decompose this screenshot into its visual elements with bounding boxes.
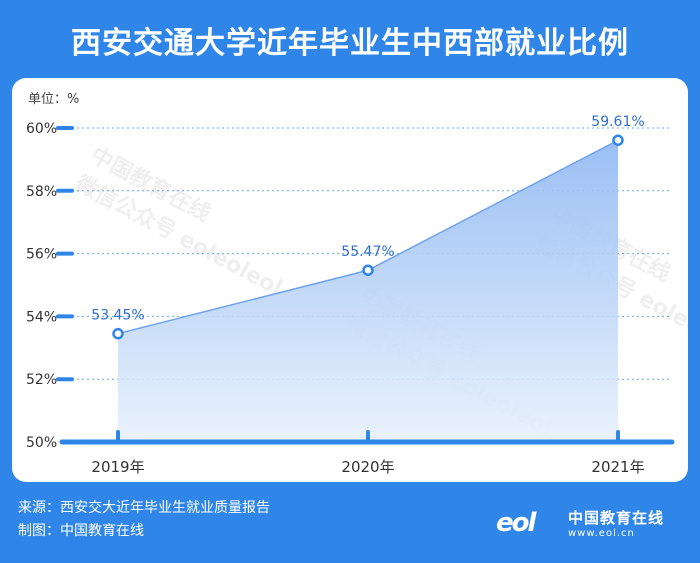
x-tick-label: 2021年 [591, 458, 644, 476]
data-point [612, 134, 624, 146]
y-tick-label: 50% [26, 435, 57, 451]
logo-url: www.eol.cn [568, 528, 635, 539]
y-tick-label: 52% [26, 372, 57, 388]
y-tick-label: 56% [26, 247, 57, 263]
data-label: 55.47% [341, 244, 394, 260]
data-point [362, 264, 374, 276]
data-label: 59.61% [591, 114, 644, 130]
y-tick-label: 60% [26, 121, 57, 137]
y-tick-label: 58% [26, 184, 57, 200]
logo-name: 中国教育在线 [568, 509, 665, 527]
chart-title: 西安交通大学近年毕业生中西部就业比例 [71, 26, 629, 61]
eol-logo: eol 中国教育在线 www.eol.cn [496, 500, 686, 546]
x-tick-label: 2019年 [91, 458, 144, 476]
area-fill [118, 140, 618, 442]
data-point [112, 327, 124, 340]
logo-mark: eol [496, 508, 536, 538]
chart-card: 中国教育在线 微信公众号 eoleoleol 中国教育在线 微信公众号 eole… [12, 78, 688, 482]
data-label: 53.45% [91, 308, 144, 324]
x-tick-label: 2020年 [341, 458, 394, 476]
footer: 来源：西安交大近年毕业生就业质量报告 制图：中国教育在线 eol 中国教育在线 … [0, 482, 700, 563]
area-chart: 单位：% 50% 52% 54% 56% 58% 60% 2019年 2020年 2021年 5… [26, 92, 675, 476]
y-tick-label: 54% [26, 309, 57, 325]
unit-label: 单位：% [28, 92, 79, 107]
maker-note: 制图：中国教育在线 [18, 523, 144, 539]
source-note: 来源：西安交大近年毕业生就业质量报告 [18, 500, 270, 516]
